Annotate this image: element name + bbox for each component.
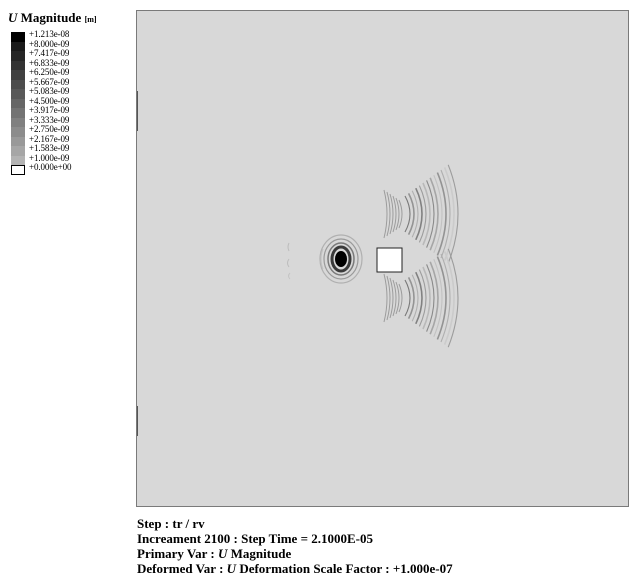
legend-value: +0.000e+00	[29, 162, 72, 172]
wave-band	[418, 185, 427, 243]
wave-band	[392, 195, 397, 233]
wave-left-source	[287, 234, 363, 284]
wave-band	[395, 281, 400, 315]
wave-band	[398, 283, 403, 313]
wave-lower-lobe	[383, 248, 459, 348]
legend-value: +1.583e-09	[29, 143, 70, 153]
legend-swatch	[11, 70, 25, 80]
legend-swatch	[11, 146, 25, 156]
legend-title: U Magnitude [m]	[8, 10, 134, 27]
legend-value: +6.250e-09	[29, 67, 70, 77]
legend-swatch	[11, 108, 25, 118]
wave-band	[389, 277, 394, 319]
legend-swatch	[11, 155, 25, 165]
primary-var-symbol: U	[218, 546, 228, 561]
wave-band	[404, 195, 411, 233]
legend-value: +5.083e-09	[29, 86, 70, 96]
wave-band	[433, 258, 443, 338]
legend-value: +1.000e-09	[29, 152, 70, 163]
legend-value: +2.167e-09	[29, 133, 70, 144]
legend-variable-name: Magnitude	[20, 10, 82, 25]
legend-color-bar	[11, 32, 25, 175]
wave-band	[436, 256, 447, 340]
deformed-var-line: Deformed Var : U Deformation Scale Facto…	[137, 561, 453, 576]
legend-swatch	[11, 136, 25, 146]
legend-swatch	[11, 117, 25, 127]
wave-band	[447, 164, 459, 264]
wave-band	[415, 187, 423, 241]
wave-band	[386, 191, 391, 237]
wave-band	[411, 190, 419, 238]
legend-value: +5.667e-09	[29, 76, 70, 87]
primary-var-name: Magnitude	[227, 546, 292, 561]
wave-band	[398, 199, 403, 229]
legend-value: +7.417e-09	[29, 48, 70, 58]
wave-band	[429, 261, 439, 335]
wave-band	[422, 266, 431, 330]
wave-band	[447, 248, 459, 348]
legend-swatch	[11, 51, 25, 61]
legend-value: +6.833e-09	[29, 57, 70, 68]
wave-band	[383, 273, 388, 323]
legend-symbol: U	[8, 10, 18, 25]
wave-band	[440, 253, 451, 343]
contour-legend: U Magnitude [m] +1.213e-08 +8.000e-09 +7.4…	[8, 10, 134, 175]
step-info-panel: Step : tr / rv Increament 2100 : Step Ti…	[137, 516, 453, 576]
legend-swatch	[11, 89, 25, 99]
wave-band	[411, 274, 419, 322]
wave-band	[418, 269, 427, 327]
legend-swatch	[11, 98, 25, 108]
legend-swatch	[11, 127, 25, 137]
legend-value: +8.000e-09	[29, 38, 70, 49]
wave-band	[440, 169, 451, 259]
wave-band	[426, 180, 435, 248]
wave-band	[386, 275, 391, 321]
wave-band	[383, 189, 388, 239]
legend-value: +3.917e-09	[29, 105, 70, 115]
wave-band	[436, 172, 447, 256]
primary-var-prefix: Primary Var :	[137, 546, 218, 561]
contour-plot[interactable]	[137, 11, 628, 506]
wave-band	[443, 167, 455, 261]
wave-band	[429, 177, 439, 251]
increment-line: Increament 2100 : Step Time = 2.1000E-05	[137, 531, 373, 546]
legend-value: +3.333e-09	[29, 114, 70, 125]
model-viewport[interactable]	[136, 10, 629, 507]
wave-band	[422, 182, 431, 246]
legend-value: +1.213e-08	[29, 29, 70, 39]
wave-upper-lobe	[383, 164, 459, 264]
legend-value: +2.750e-09	[29, 124, 70, 134]
legend-swatch	[11, 41, 25, 51]
wave-band	[433, 174, 443, 254]
legend-swatch	[11, 165, 25, 175]
wave-band	[407, 277, 415, 319]
step-line: Step : tr / rv	[137, 516, 205, 531]
wave-band	[407, 193, 415, 235]
legend-unit: [m]	[84, 15, 97, 24]
legend-swatch	[11, 32, 25, 42]
legend-swatch	[11, 60, 25, 70]
wave-band	[404, 279, 411, 317]
wave-band	[443, 251, 455, 345]
primary-var-line: Primary Var : U Magnitude	[137, 546, 453, 561]
deformed-var-prefix: Deformed Var :	[137, 561, 227, 576]
legend-swatch	[11, 79, 25, 89]
deformed-var-symbol: U	[226, 561, 237, 576]
legend-value: +4.500e-09	[29, 95, 70, 106]
wave-band	[395, 197, 400, 231]
deformed-var-text: Deformation Scale Factor : +1.000e-07	[236, 561, 453, 576]
inclusion-square	[376, 247, 403, 273]
wave-band	[389, 193, 394, 235]
wave-band	[415, 271, 423, 325]
legend-value-labels: +1.213e-08 +8.000e-09 +7.417e-09 +6.833e-09…	[29, 29, 72, 173]
wave-band	[426, 264, 435, 332]
wave-band	[392, 279, 397, 317]
